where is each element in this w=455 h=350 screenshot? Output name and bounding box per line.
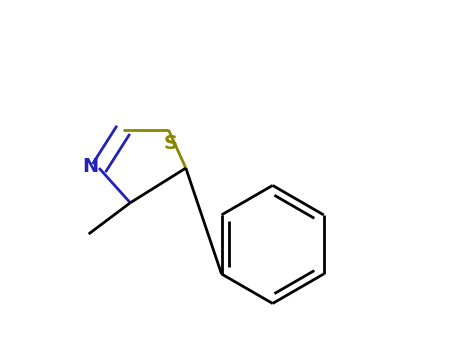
Text: S: S: [163, 134, 177, 153]
Text: N: N: [82, 157, 98, 176]
